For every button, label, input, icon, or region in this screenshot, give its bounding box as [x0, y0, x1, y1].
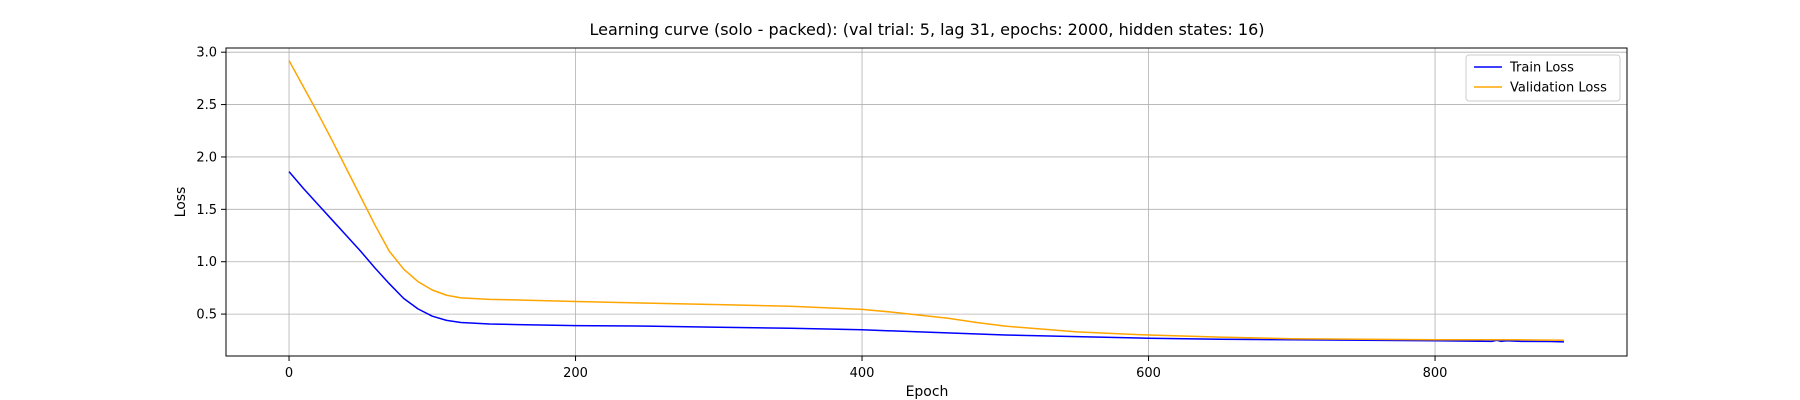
axis-ticks: 0 200 400 600 800 0.5 1.0 1.5 2.0 2.5 3.0 — [196, 46, 1447, 381]
y-tick-label: 1.0 — [196, 255, 217, 270]
series-lines — [288, 60, 1564, 343]
legend-label: Validation Loss — [1510, 81, 1607, 96]
y-tick-label: 2.5 — [196, 98, 217, 113]
y-tick-label: 0.5 — [196, 308, 217, 323]
x-tick-label: 800 — [1423, 366, 1448, 381]
x-axis-label: Epoch — [906, 384, 949, 400]
legend-box — [1465, 54, 1621, 102]
plot-area-frame — [225, 47, 1628, 357]
x-tick-label: 600 — [1136, 366, 1161, 381]
series-line-train-loss — [288, 171, 1564, 343]
chart-title: Learning curve (solo - packed): (val tri… — [590, 20, 1265, 39]
y-axis-label: Loss — [173, 187, 189, 218]
y-tick-label: 2.0 — [196, 150, 217, 165]
x-tick-label: 400 — [850, 366, 875, 381]
x-tick-label: 200 — [563, 366, 588, 381]
legend: Train Loss Validation Loss — [1465, 54, 1621, 102]
legend-label: Train Loss — [1509, 61, 1574, 76]
grid-lines — [226, 48, 1627, 356]
y-tick-label: 3.0 — [196, 46, 217, 61]
x-tick-label: 0 — [285, 366, 293, 381]
y-tick-label: 1.5 — [196, 203, 217, 218]
series-line-validation-loss — [288, 60, 1564, 342]
